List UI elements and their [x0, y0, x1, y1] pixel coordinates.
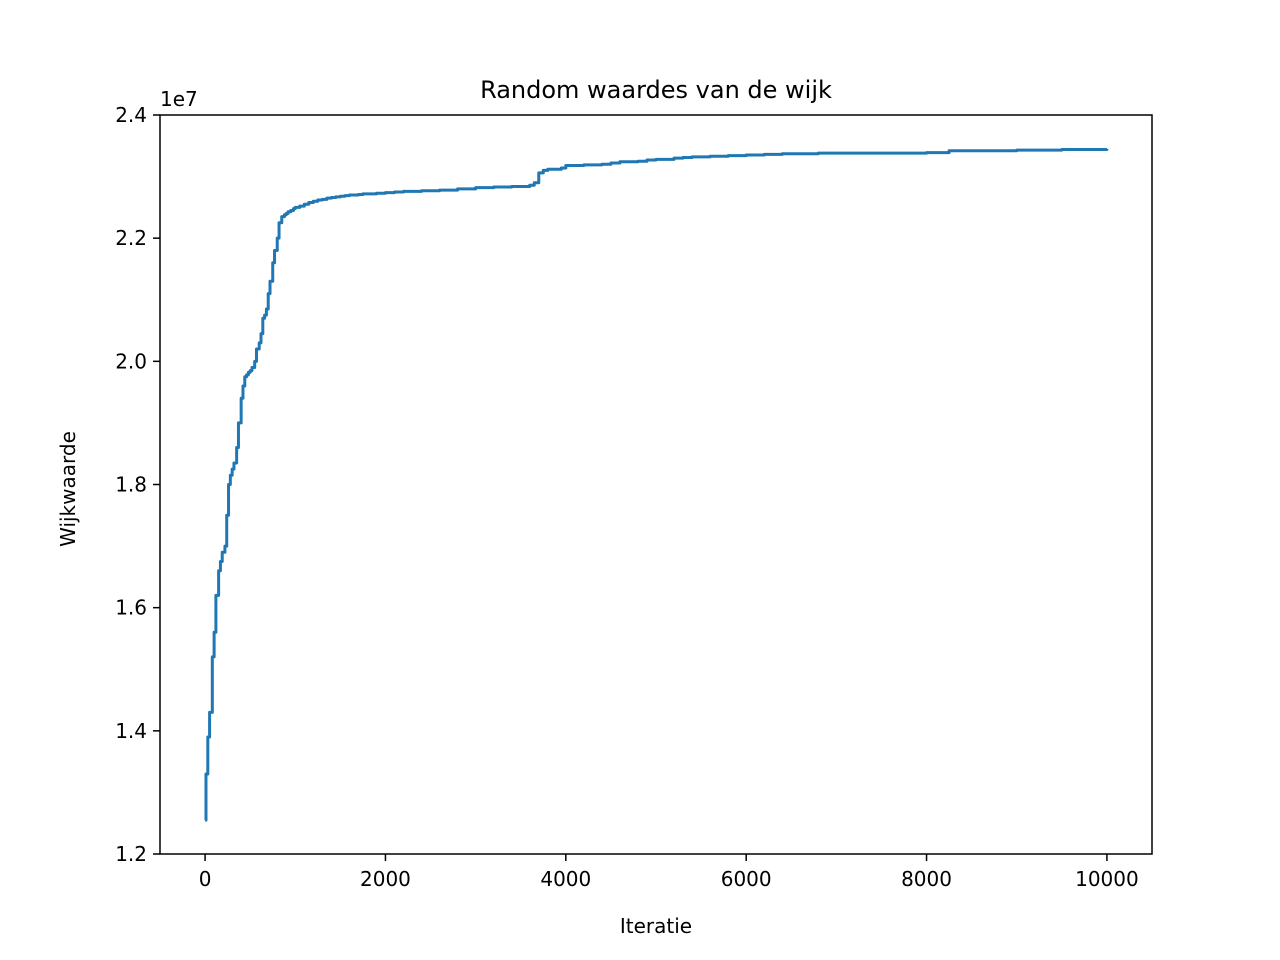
x-tick-label: 4000 [540, 867, 591, 891]
y-axis-label: Wijkwaarde [56, 431, 80, 547]
y-tick-label: 1.4 [115, 719, 147, 743]
y-tick-label: 2.4 [115, 103, 147, 127]
y-tick-label: 1.2 [115, 842, 147, 866]
y-tick-label: 1.8 [115, 473, 147, 497]
y-offset-label: 1e7 [160, 87, 198, 111]
x-tick-label: 10000 [1075, 867, 1139, 891]
chart-title: Random waardes van de wijk [480, 76, 832, 104]
y-tick-label: 1.6 [115, 596, 147, 620]
x-tick-label: 2000 [360, 867, 411, 891]
x-axis-label: Iteratie [620, 914, 692, 938]
series-line-0 [204, 147, 1109, 822]
x-axis: 0 2000 4000 6000 8000 10000 [199, 854, 1139, 891]
x-tick-label: 6000 [721, 867, 772, 891]
x-tick-label: 8000 [901, 867, 952, 891]
x-tick-label: 0 [199, 867, 212, 891]
y-tick-label: 2.2 [115, 226, 147, 250]
y-tick-label: 2.0 [115, 349, 147, 373]
y-axis: 1.2 1.4 1.6 1.8 2.0 2.2 2.4 [115, 103, 160, 866]
